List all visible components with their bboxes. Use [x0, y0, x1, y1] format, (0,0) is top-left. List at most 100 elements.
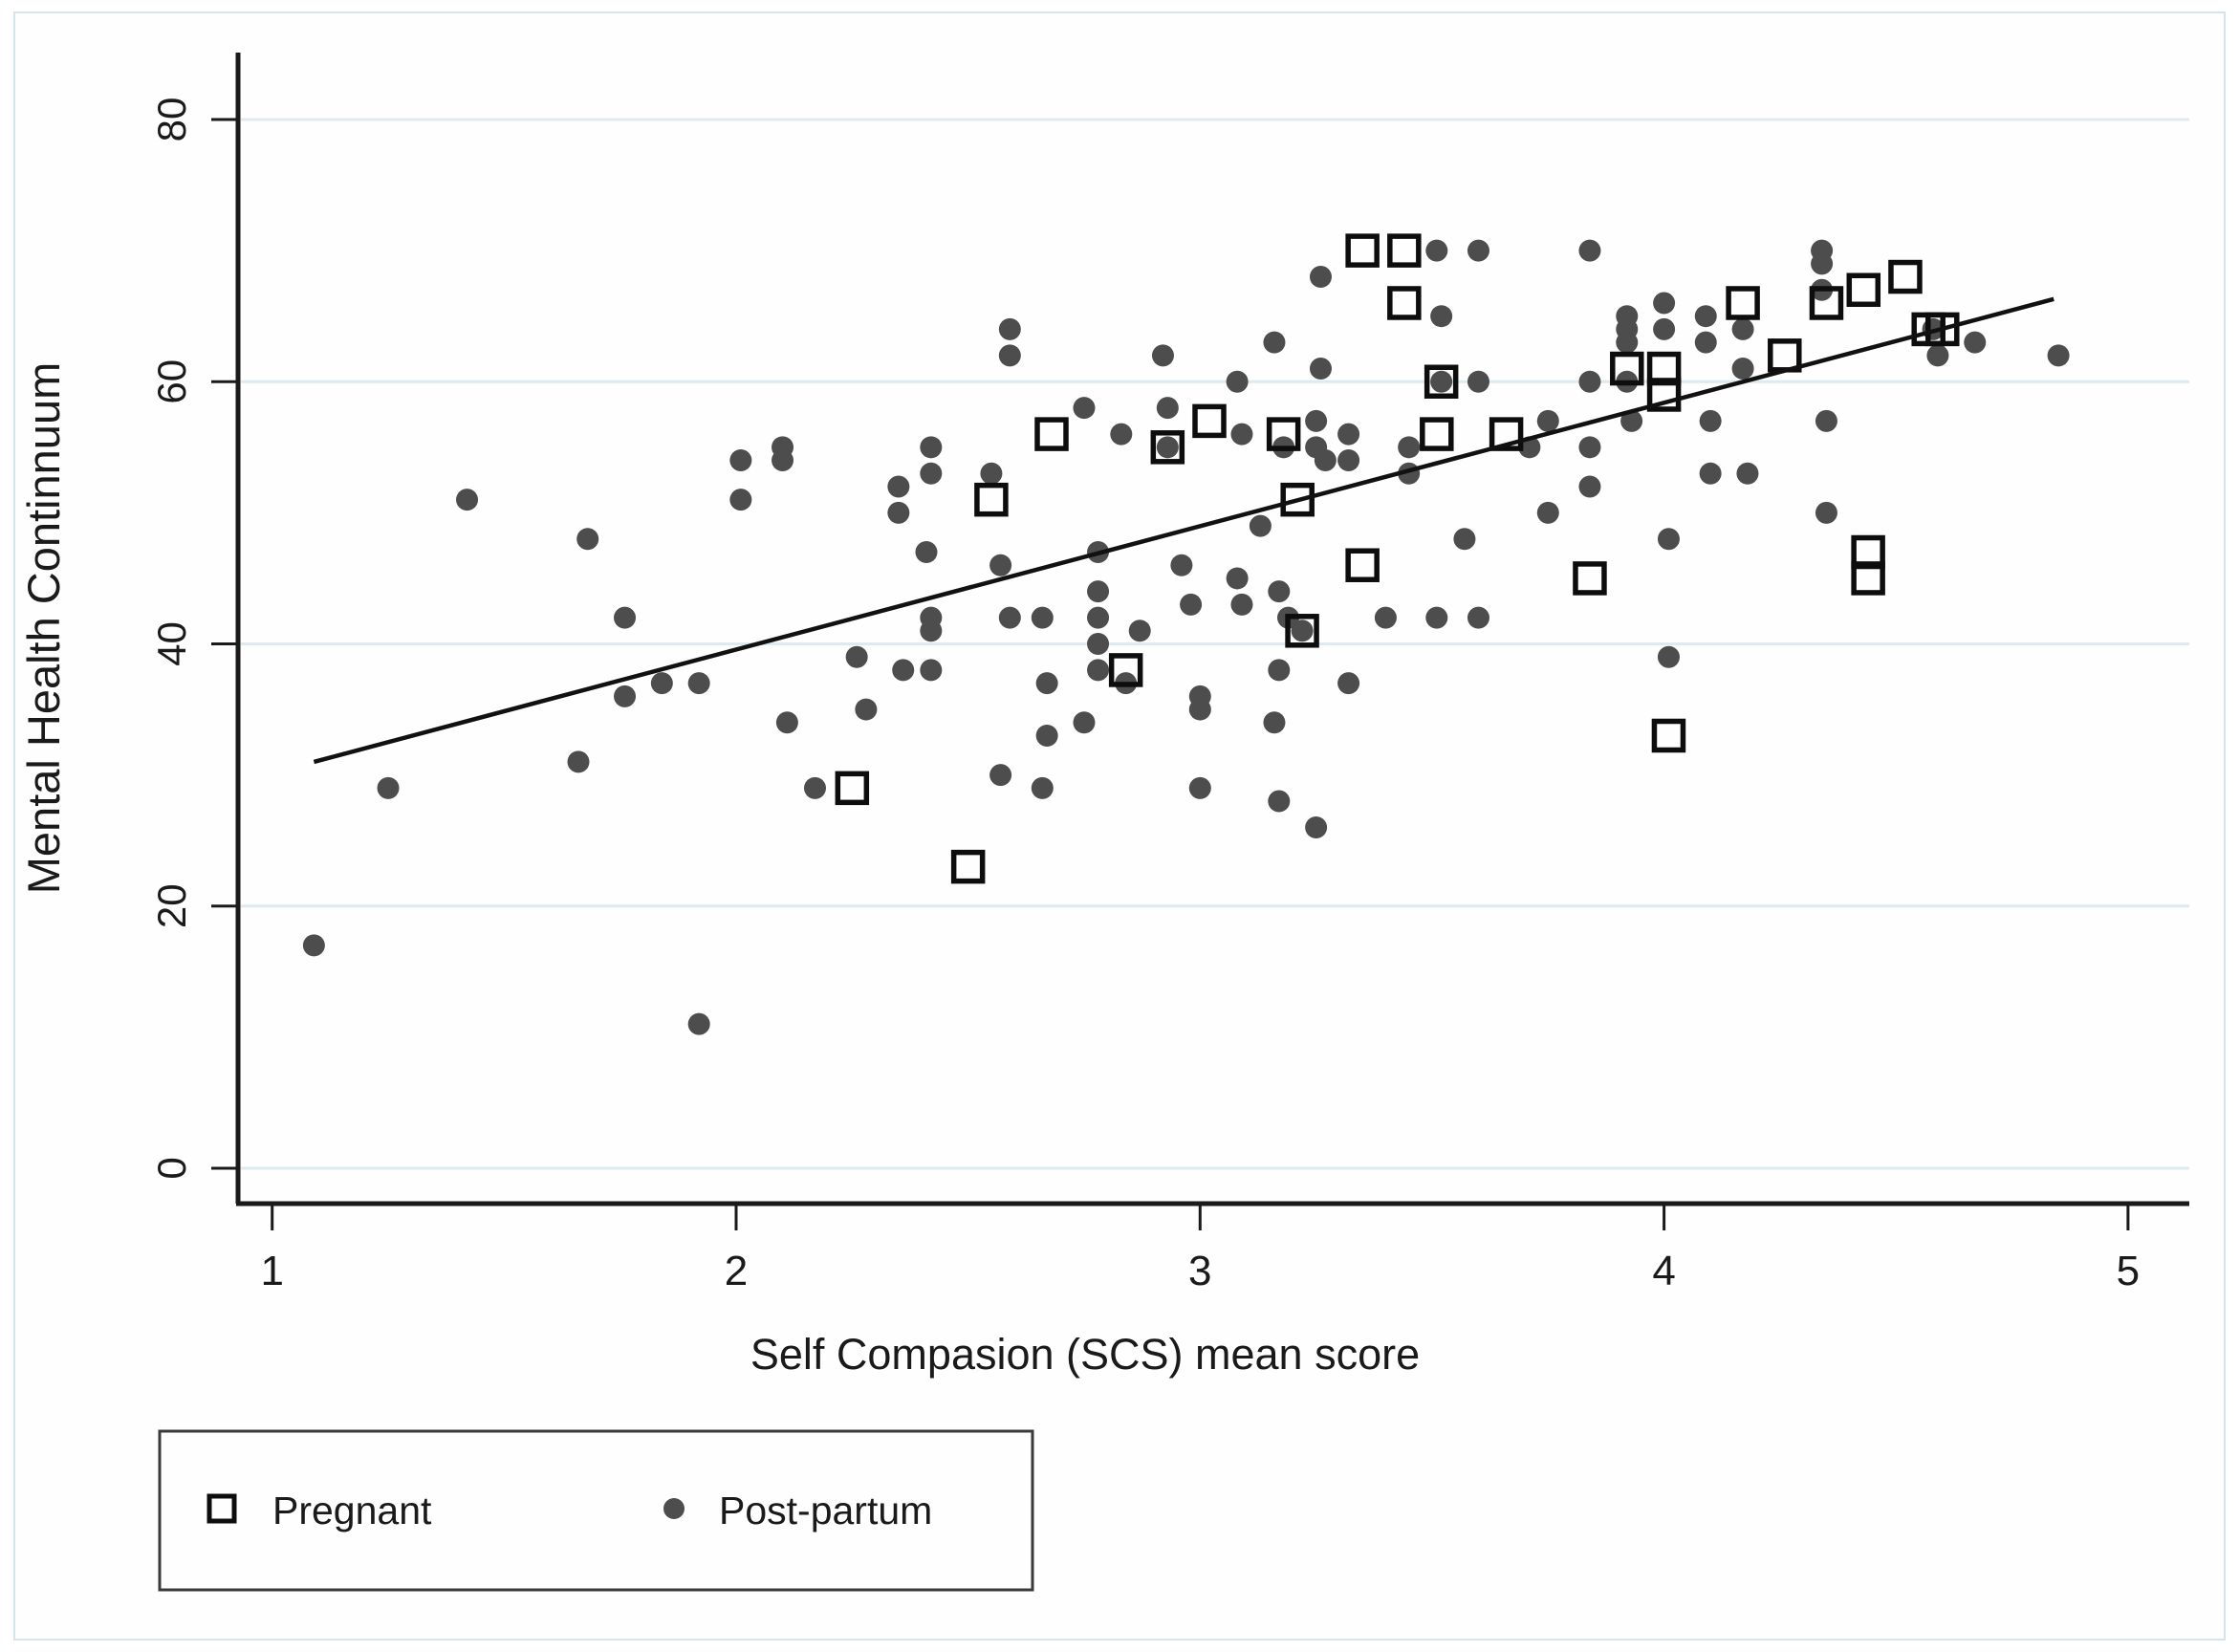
data-point-postpartum	[1815, 409, 1837, 432]
data-point-pregnant	[1192, 403, 1227, 439]
data-point-pregnant	[1846, 272, 1881, 308]
data-point-postpartum	[1073, 711, 1096, 734]
data-point-postpartum	[567, 750, 590, 773]
data-point-postpartum	[989, 764, 1012, 787]
data-point-postpartum	[1536, 501, 1559, 524]
data-point-pregnant	[1768, 338, 1802, 373]
data-point-postpartum	[1653, 292, 1676, 315]
data-point-postpartum	[1188, 776, 1211, 799]
data-point-postpartum	[1230, 593, 1253, 616]
legend-pregnant-square-icon	[207, 1493, 237, 1524]
data-point-postpartum	[1156, 436, 1179, 459]
data-point-pregnant	[1387, 233, 1422, 268]
data-point-postpartum	[887, 501, 910, 524]
data-point-postpartum	[1309, 358, 1332, 380]
data-point-postpartum	[1035, 672, 1058, 695]
data-point-postpartum	[1230, 423, 1253, 446]
data-point-postpartum	[1430, 370, 1453, 393]
data-point-pregnant	[1345, 548, 1380, 582]
data-point-pregnant	[950, 849, 986, 884]
legend-pregnant-label: Pregnant	[272, 1489, 432, 1532]
data-point-postpartum	[1073, 397, 1096, 420]
data-point-postpartum	[1291, 620, 1314, 642]
data-point-postpartum	[614, 685, 637, 707]
x-tick-label-3: 3	[1188, 1248, 1211, 1294]
axes	[211, 53, 2189, 1230]
data-point-pregnant	[1280, 482, 1315, 517]
data-point-postpartum	[855, 698, 878, 721]
data-point-postpartum	[1736, 462, 1759, 485]
y-tick-label-60: 60	[149, 359, 194, 404]
data-point-postpartum	[1926, 344, 1949, 367]
data-point-postpartum	[1425, 239, 1448, 262]
data-point-pregnant	[1034, 417, 1069, 451]
data-point-pregnant	[1610, 351, 1644, 386]
fit-line	[313, 296, 2054, 765]
data-point-postpartum	[1305, 815, 1328, 838]
data-point-postpartum	[1374, 606, 1397, 629]
data-point-postpartum	[1815, 501, 1837, 524]
data-point-postpartum	[1578, 436, 1601, 459]
data-point-postpartum	[1031, 606, 1054, 629]
y-tick-label-40: 40	[149, 621, 194, 666]
data-point-postpartum	[998, 317, 1021, 340]
x-tick-label-2: 2	[725, 1248, 748, 1294]
data-point-postpartum	[1263, 711, 1286, 734]
data-point-postpartum	[920, 659, 943, 682]
data-point-postpartum	[1616, 331, 1639, 354]
data-point-postpartum	[1337, 449, 1360, 472]
data-point-postpartum	[650, 672, 673, 695]
data-point-postpartum	[892, 659, 915, 682]
data-point-postpartum	[2047, 344, 2070, 367]
data-point-pregnant	[1646, 378, 1682, 412]
data-point-postpartum	[1268, 659, 1291, 682]
data-point-postpartum	[1249, 514, 1272, 537]
data-point-postpartum	[1087, 659, 1110, 682]
data-point-postpartum	[1964, 331, 1987, 354]
data-point-postpartum	[915, 541, 938, 564]
data-point-postpartum	[687, 1012, 710, 1035]
data-point-postpartum	[1087, 606, 1110, 629]
data-point-postpartum	[1653, 317, 1676, 340]
y-tick-label-20: 20	[149, 883, 194, 928]
data-point-postpartum	[1398, 436, 1421, 459]
data-point-postpartum	[1156, 397, 1179, 420]
data-point-pregnant	[1424, 364, 1459, 399]
data-point-pregnant	[1266, 417, 1301, 451]
data-point-postpartum	[887, 475, 910, 498]
data-point-postpartum	[1536, 409, 1559, 432]
fit-line-layer	[313, 296, 2054, 765]
data-point-postpartum	[1268, 790, 1291, 813]
y-tick-label-80: 80	[149, 98, 194, 142]
data-point-postpartum	[804, 776, 827, 799]
data-point-postpartum	[998, 606, 1021, 629]
data-point-postpartum	[1035, 724, 1058, 747]
data-point-pregnant	[1285, 614, 1319, 648]
data-point-postpartum	[1467, 370, 1489, 393]
data-point-postpartum	[1128, 620, 1151, 642]
data-point-postpartum	[1188, 698, 1211, 721]
data-point-pregnant	[1108, 653, 1143, 687]
data-point-pregnant	[1726, 286, 1760, 320]
data-point-pregnant	[835, 771, 870, 806]
data-point-postpartum	[687, 672, 710, 695]
data-point-postpartum	[377, 776, 400, 799]
data-point-postpartum	[920, 620, 943, 642]
data-point-pregnant	[1387, 286, 1422, 320]
x-tick-label-4: 4	[1652, 1248, 1675, 1294]
data-point-postpartum	[614, 606, 637, 629]
data-point-pregnant	[1651, 718, 1686, 753]
legend-postpartum-label: Post-partum	[719, 1489, 932, 1532]
data-point-postpartum	[1694, 331, 1717, 354]
data-point-postpartum	[1731, 358, 1754, 380]
data-point-postpartum	[1337, 672, 1360, 695]
data-point-postpartum	[1170, 554, 1193, 576]
data-point-postpartum	[920, 436, 943, 459]
data-point-postpartum	[998, 344, 1021, 367]
data-point-postpartum	[1699, 462, 1722, 485]
data-point-postpartum	[1578, 475, 1601, 498]
data-point-pregnant	[1489, 417, 1524, 451]
data-point-postpartum	[1731, 317, 1754, 340]
postpartum-points	[302, 239, 2070, 1035]
